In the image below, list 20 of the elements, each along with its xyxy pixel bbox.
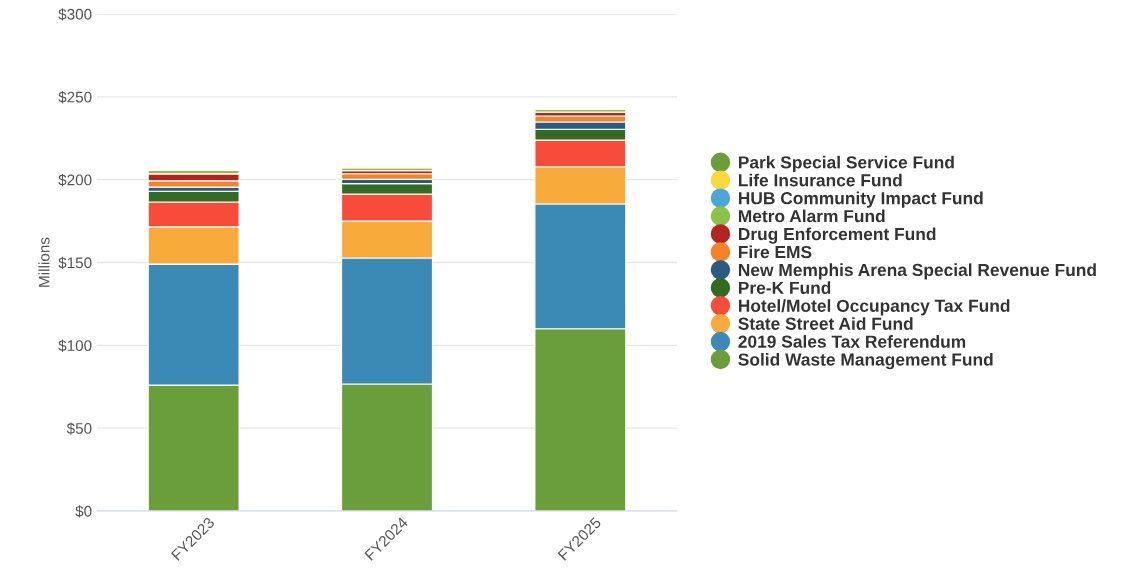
y-tick-label: $200: [58, 173, 92, 187]
y-tick-label: $0: [75, 505, 92, 518]
legend-label: New Memphis Arena Special Revenue Fund: [738, 263, 1096, 280]
y-tick-label: $300: [58, 8, 92, 21]
y-tick-label: $150: [58, 256, 92, 270]
legend-label: HUB Community Impact Fund: [738, 191, 983, 208]
y-axis-title: Millions: [38, 237, 50, 287]
legend-label: Solid Waste Management Fund: [738, 352, 993, 370]
legend-label: Hotel/Motel Occupancy Tax Fund: [738, 299, 1010, 316]
y-tick-label: $100: [58, 339, 92, 352]
y-tick-label: $250: [58, 91, 92, 104]
legend-label: Life Insurance Fund: [738, 173, 902, 187]
legend-label: 2019 Sales Tax Referendum: [738, 335, 966, 348]
legend-label: Drug Enforcement Fund: [738, 227, 936, 244]
legend-label: Park Special Service Fund: [738, 155, 954, 172]
legend-label: Metro Alarm Fund: [738, 209, 885, 223]
legend-label: Fire EMS: [738, 245, 812, 259]
legend-label: Pre-K Fund: [738, 281, 831, 295]
legend-label: State Street Aid Fund: [738, 317, 913, 330]
y-tick-label: $50: [66, 422, 92, 435]
